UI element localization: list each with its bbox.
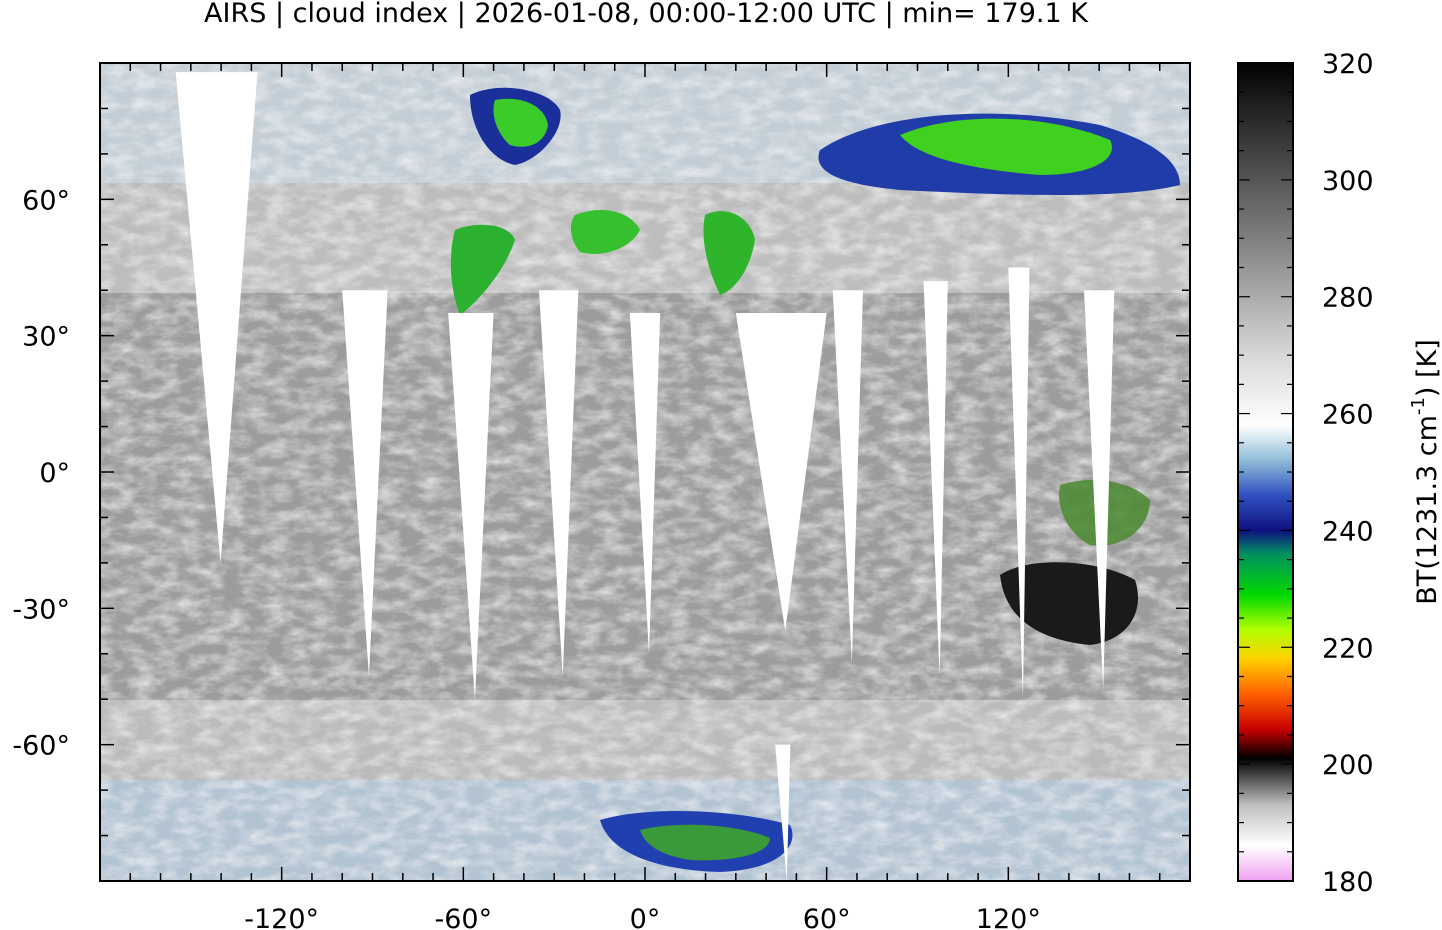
colorbar-label: 240	[1322, 516, 1374, 547]
lat-label: 0°	[39, 458, 70, 489]
swath-gap-8	[923, 281, 948, 677]
colorbar-label: 220	[1322, 633, 1374, 664]
swath-gap-9	[1008, 267, 1030, 700]
lon-label: 0°	[630, 904, 661, 930]
colorbar-title-unit: ) [K]	[1412, 339, 1442, 397]
siberia-cold-cloud-core	[900, 118, 1112, 175]
lat-label: -30°	[12, 594, 70, 625]
swath-gap-3	[448, 312, 494, 700]
colorbar-title-main: BT(1231.3 cm	[1412, 415, 1442, 605]
colorbar-title: BT(1231.3 cm-1) [K]	[1408, 339, 1442, 605]
lon-label: 120°	[976, 904, 1041, 930]
swath-gap-4	[539, 290, 579, 677]
swath-gap-1	[175, 72, 258, 563]
swath-gap-7	[832, 290, 863, 663]
colorbar-label: 280	[1322, 283, 1374, 314]
lat-label: 30°	[22, 322, 70, 353]
north-atlantic-storm	[570, 210, 640, 254]
colorbar-ticks	[1238, 62, 1293, 882]
lon-label: -120°	[244, 904, 319, 930]
antarctic-cold-cloud-core	[640, 824, 770, 861]
axis-ticks	[99, 62, 1191, 882]
map-title: AIRS | cloud index | 2026-01-08, 00:00-1…	[204, 0, 1088, 29]
swath-gap-5	[629, 312, 661, 654]
colorbar-label: 320	[1322, 49, 1374, 80]
lon-label: -60°	[435, 904, 493, 930]
latitude-tick-labels: 60° 30° 0° -30° -60°	[12, 185, 70, 761]
colorbar-bar	[1237, 62, 1294, 882]
lat-label: 60°	[22, 185, 70, 216]
swath-gaps	[175, 72, 1115, 881]
lat-label: -60°	[12, 731, 70, 762]
cold-cloud-patches	[450, 87, 1180, 872]
map-panel	[100, 63, 1190, 881]
colorbar-tick-labels: 320 300 280 260 240 220 200 180	[1322, 49, 1374, 898]
lon-label: 60°	[803, 904, 851, 930]
swath-gap-10	[1084, 290, 1115, 691]
us-storm-band	[450, 224, 515, 315]
europe-storm	[703, 211, 755, 295]
greenland-cold-cloud-core	[493, 98, 548, 147]
colorbar-label: 180	[1322, 867, 1374, 898]
colorbar-label: 300	[1322, 166, 1374, 197]
colorbar-label: 200	[1322, 750, 1374, 781]
swath-gap-2	[342, 290, 388, 677]
longitude-tick-labels: -120° -60° 0° 60° 120°	[244, 904, 1041, 930]
colorbar: 320 300 280 260 240 220 200 180 BT(1231.3 cm-1)…	[1237, 49, 1442, 898]
swath-gap-11	[775, 744, 791, 881]
colorbar-title-superscript: -1	[1408, 397, 1429, 415]
swath-gap-6	[735, 312, 827, 632]
colorbar-label: 260	[1322, 400, 1374, 431]
